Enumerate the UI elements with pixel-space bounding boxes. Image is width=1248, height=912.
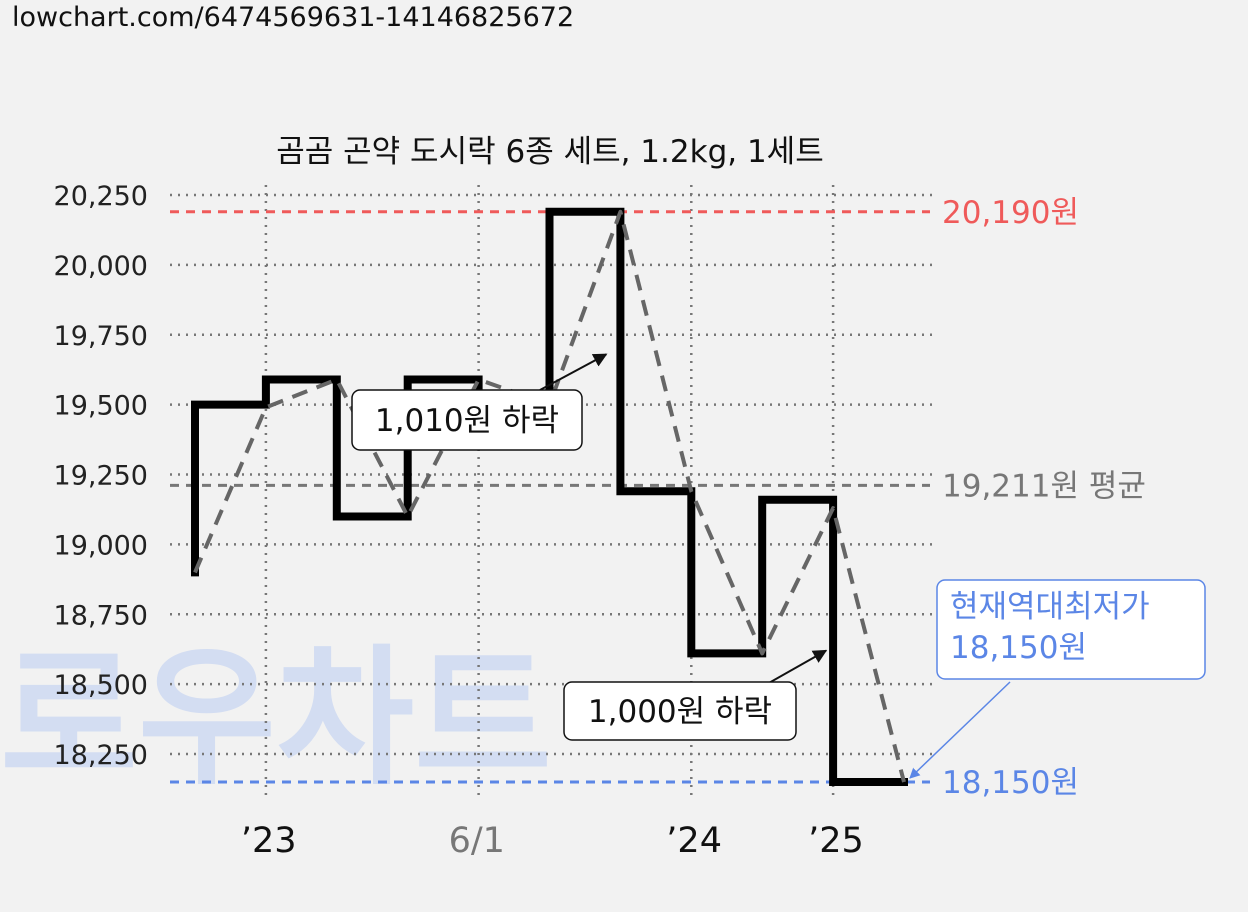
callout-box [351, 389, 583, 451]
callout-box [936, 579, 1206, 680]
x-tick-label: 6/1 [449, 821, 505, 861]
y-tick-label: 19,500 [54, 391, 148, 422]
y-tick-label: 20,250 [54, 181, 148, 212]
x-tick-label: ’25 [808, 821, 864, 861]
y-tick-label: 18,250 [54, 740, 148, 771]
y-tick-label: 19,250 [54, 461, 148, 492]
y-tick-label: 18,500 [54, 670, 148, 701]
y-tick-label: 19,000 [54, 530, 148, 561]
callout-arrow [539, 353, 608, 391]
max-price-label: 20,190원 [942, 195, 1079, 231]
x-tick-label: ’24 [666, 821, 722, 861]
y-tick-label: 20,000 [54, 251, 148, 282]
callout-text: 1,000원 하락 [588, 694, 772, 730]
chart-title: 곰곰 곤약 도시락 6종 세트, 1.2kg, 1세트 [276, 134, 823, 170]
x-tick-label: ’23 [241, 821, 297, 861]
watermark-logo: 로우차트 [0, 632, 552, 806]
callout-text: 현재역대최저가 [950, 589, 1150, 625]
callout-text: 18,150원 [950, 630, 1087, 666]
reference-lines: 20,190원 19,211원 평균 18,150원 [170, 195, 1146, 801]
y-tick-label: 19,750 [54, 321, 148, 352]
callout-arrow [909, 681, 1011, 779]
page-url: lowchart.com/6474569631-14146825672 [12, 2, 574, 33]
y-axis-ticks: 20,250 20,000 19,750 19,500 19,250 19,000 18,7… [54, 181, 148, 771]
avg-price-label: 19,211원 평균 [942, 468, 1146, 504]
y-tick-label: 18,750 [54, 600, 148, 631]
min-price-label: 18,150원 [942, 765, 1079, 801]
callout-text: 1,010원 하락 [375, 403, 559, 439]
x-axis-ticks: ’23 6/1 ’24 ’25 [241, 821, 864, 861]
callout-box [563, 681, 797, 741]
annotations: 1,010원 하락 1,000원 하락 현재역대최저가 18,150원 [351, 353, 1206, 779]
